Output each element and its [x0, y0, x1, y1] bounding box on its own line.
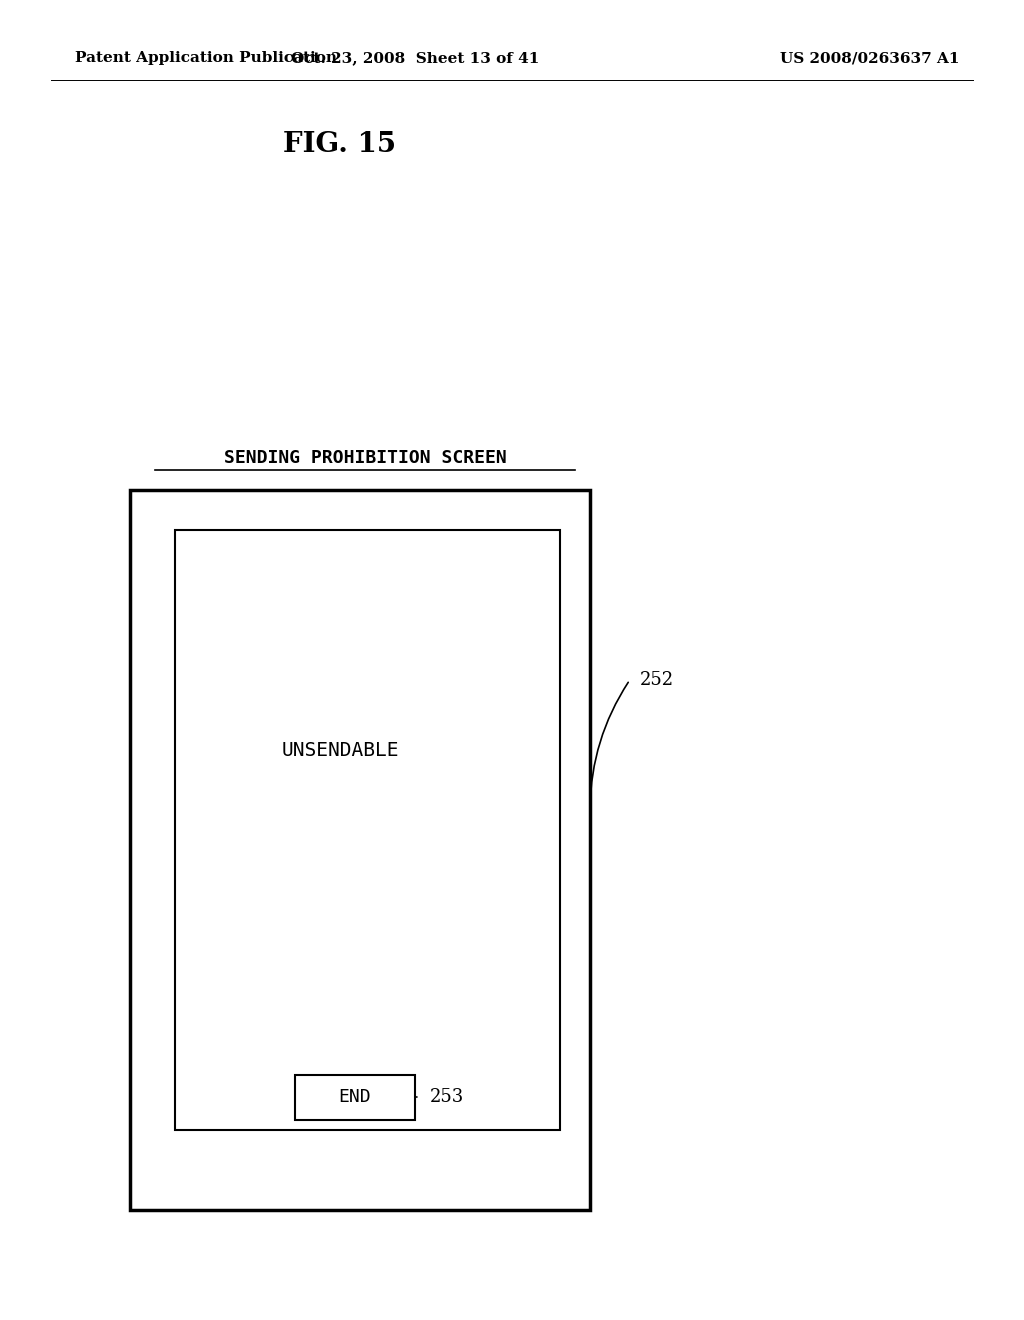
- Bar: [175, 531, 560, 1130]
- Text: SENDING PROHIBITION SCREEN: SENDING PROHIBITION SCREEN: [223, 449, 507, 467]
- Text: UNSENDABLE: UNSENDABLE: [282, 741, 398, 759]
- Text: 253: 253: [430, 1088, 464, 1106]
- Text: Oct. 23, 2008  Sheet 13 of 41: Oct. 23, 2008 Sheet 13 of 41: [291, 51, 540, 65]
- Text: Patent Application Publication: Patent Application Publication: [75, 51, 337, 65]
- Text: END: END: [339, 1088, 372, 1106]
- Text: FIG. 15: FIG. 15: [284, 132, 396, 158]
- Text: US 2008/0263637 A1: US 2008/0263637 A1: [780, 51, 959, 65]
- Bar: [130, 490, 590, 1210]
- Text: 252: 252: [640, 671, 674, 689]
- Bar: [295, 1074, 415, 1119]
